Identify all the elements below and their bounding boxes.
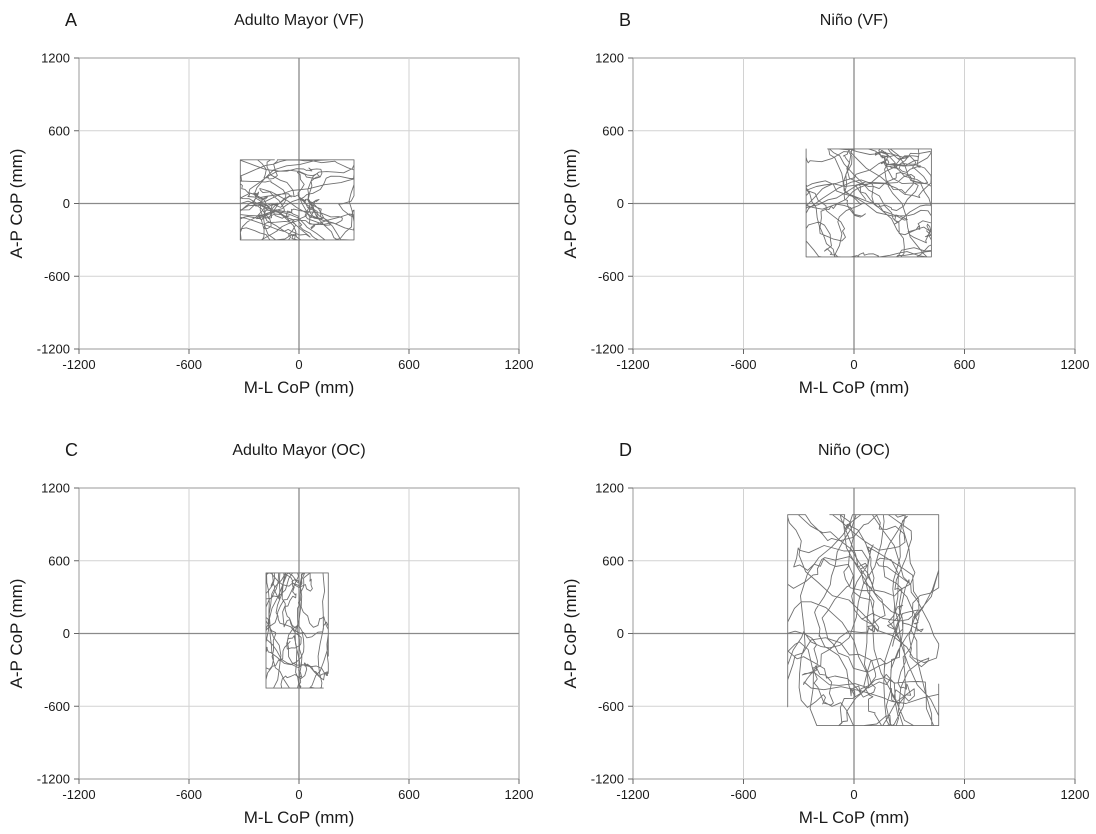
y-tick-label: 0 <box>63 626 70 641</box>
x-tick-label: 600 <box>954 787 976 802</box>
y-tick-label: -1200 <box>37 772 70 787</box>
y-tick-label: -1200 <box>591 772 624 787</box>
x-tick-label: -600 <box>176 357 202 372</box>
panel-label: A <box>65 10 77 30</box>
panel-d: -1200 -600 0 600 1200 1200 600 0 -600 -1200 M-L Co… <box>561 440 1089 827</box>
cop-trace <box>787 514 940 727</box>
y-tick-label: 600 <box>602 123 624 138</box>
y-axis-label: A-P CoP (mm) <box>561 149 580 259</box>
panel-a: -1200 -600 0 600 1200 1200 600 0 -600 -1200 M-L Co… <box>7 10 533 397</box>
y-tick-label: 600 <box>48 553 70 568</box>
x-axis-label: M-L CoP (mm) <box>244 808 355 827</box>
y-tick-label: -1200 <box>37 342 70 357</box>
x-tick-label: 600 <box>398 787 420 802</box>
cop-trace <box>265 572 329 689</box>
x-tick-label: 1200 <box>505 357 534 372</box>
panel-title: Adulto Mayor (VF) <box>234 12 364 29</box>
panel-label: B <box>619 10 631 30</box>
y-tick-label: 1200 <box>41 51 70 66</box>
x-tick-label: -1200 <box>62 787 95 802</box>
panel-c: -1200 -600 0 600 1200 1200 600 0 -600 -1200 M-L Co… <box>7 440 533 827</box>
cop-trace <box>805 148 932 258</box>
x-tick-label: -600 <box>176 787 202 802</box>
x-axis-label: M-L CoP (mm) <box>799 808 910 827</box>
panel-b: -1200 -600 0 600 1200 1200 600 0 -600 -1200 M-L Co… <box>561 10 1089 397</box>
y-tick-label: -600 <box>598 699 624 714</box>
x-tick-label: 1200 <box>1061 357 1090 372</box>
x-tick-label: 0 <box>850 787 857 802</box>
panel-label: D <box>619 440 632 460</box>
y-tick-label: 600 <box>602 553 624 568</box>
y-tick-label: 1200 <box>41 481 70 496</box>
y-tick-label: -600 <box>44 269 70 284</box>
x-tick-label: 1200 <box>1061 787 1090 802</box>
y-tick-label: 0 <box>63 196 70 211</box>
y-tick-label: -600 <box>598 269 624 284</box>
x-tick-label: 0 <box>295 357 302 372</box>
panel-title: Adulto Mayor (OC) <box>232 442 365 459</box>
y-tick-label: 0 <box>617 626 624 641</box>
x-tick-label: 600 <box>954 357 976 372</box>
panel-title: Niño (VF) <box>820 12 888 29</box>
x-tick-label: 0 <box>295 787 302 802</box>
y-axis-label: A-P CoP (mm) <box>7 579 26 689</box>
x-tick-label: -600 <box>730 357 756 372</box>
y-tick-label: -600 <box>44 699 70 714</box>
x-tick-label: 0 <box>850 357 857 372</box>
y-tick-label: 600 <box>48 123 70 138</box>
panel-label: C <box>65 440 78 460</box>
x-axis-label: M-L CoP (mm) <box>244 378 355 397</box>
y-tick-label: -1200 <box>591 342 624 357</box>
x-tick-label: -1200 <box>616 787 649 802</box>
x-tick-label: 1200 <box>505 787 534 802</box>
y-tick-label: 0 <box>617 196 624 211</box>
panel-title: Niño (OC) <box>818 442 890 459</box>
panels: -1200 -600 0 600 1200 1200 600 0 -600 -1200 M-L Co… <box>7 10 1089 827</box>
x-tick-label: -1200 <box>616 357 649 372</box>
y-tick-label: 1200 <box>595 481 624 496</box>
x-tick-label: 600 <box>398 357 420 372</box>
cop-trace <box>239 159 355 241</box>
y-tick-label: 1200 <box>595 51 624 66</box>
x-axis-label: M-L CoP (mm) <box>799 378 910 397</box>
y-axis-label: A-P CoP (mm) <box>7 149 26 259</box>
y-axis-label: A-P CoP (mm) <box>561 579 580 689</box>
x-tick-label: -1200 <box>62 357 95 372</box>
x-tick-label: -600 <box>730 787 756 802</box>
